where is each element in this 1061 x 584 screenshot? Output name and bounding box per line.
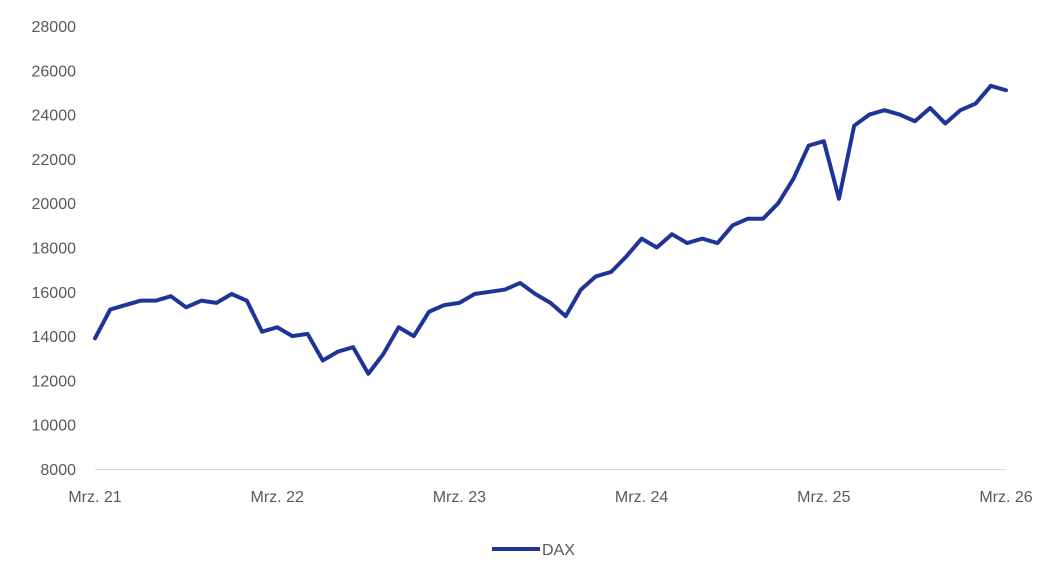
x-tick-label: Mrz. 22 [251, 489, 304, 506]
y-tick-label: 18000 [32, 241, 77, 258]
dax-series-line [93, 83, 1008, 376]
x-tick-label: Mrz. 26 [979, 489, 1032, 506]
legend: DAX [492, 542, 575, 559]
y-tick-label: 28000 [32, 19, 77, 36]
x-tick-label: Mrz. 25 [797, 489, 850, 506]
y-tick-label: 26000 [32, 63, 77, 80]
x-tick-label: Mrz. 21 [68, 489, 121, 506]
x-tick-label: Mrz. 23 [433, 489, 486, 506]
y-tick-label: 22000 [32, 152, 77, 169]
y-tick-label: 14000 [32, 329, 77, 346]
x-axis-tick-labels: Mrz. 21 Mrz. 22 Mrz. 23 Mrz. 24 Mrz. 25 Mrz. … [68, 489, 1032, 506]
y-tick-label: 8000 [40, 462, 76, 479]
x-tick-label: Mrz. 24 [615, 489, 668, 506]
y-tick-label: 10000 [32, 418, 77, 435]
y-tick-label: 24000 [32, 108, 77, 125]
y-tick-label: 20000 [32, 196, 77, 213]
y-tick-label: 12000 [32, 373, 77, 390]
y-tick-label: 16000 [32, 285, 77, 302]
y-axis-tick-labels: 8000 10000 12000 14000 16000 18000 20000 22000 2… [32, 19, 77, 479]
legend-label-dax: DAX [542, 542, 575, 559]
